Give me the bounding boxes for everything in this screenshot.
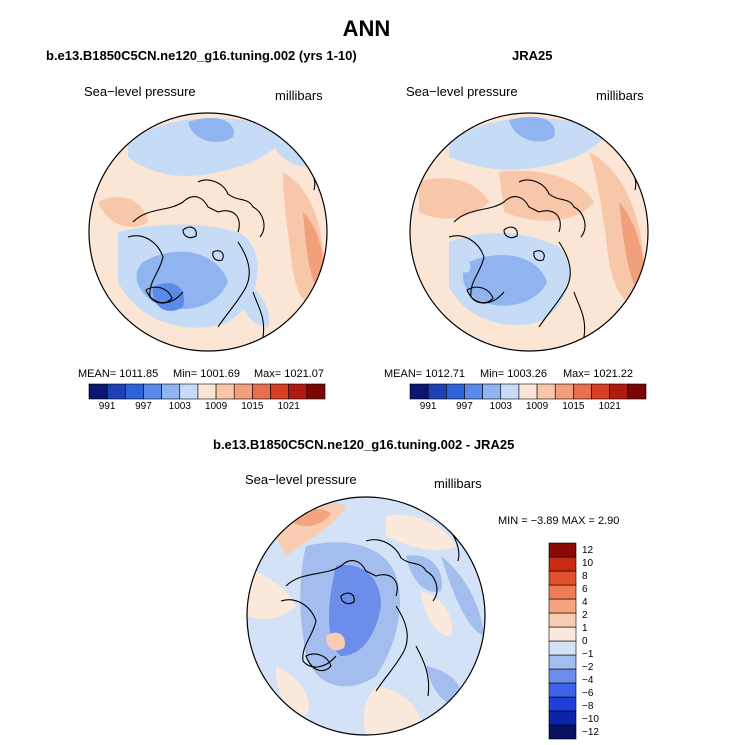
panel-1-colorbar-swatch <box>215 383 235 400</box>
panel-1-colorbar-tick-label: 1003 <box>168 401 191 412</box>
panel-3-units-label: millibars <box>434 476 482 491</box>
panel-3-colorbar-swatch <box>548 584 577 600</box>
panel-3-colorbar-tick-label: 1 <box>582 622 588 634</box>
panel-1-colorbar-swatch <box>288 383 308 400</box>
panel-3-colorbar-tick-label: 2 <box>582 609 588 621</box>
panel-3-colorbar-ticks: 12 10 8 6 4 2 1 0 −1 −2 −4 −6 −8 −10 −12 <box>582 543 622 739</box>
panel-2-title: JRA25 <box>512 48 553 63</box>
panel-3-colorbar-tick-label: 0 <box>582 636 588 647</box>
panel-3-colorbar-tick-label: −8 <box>582 701 594 713</box>
panel-3-colorbar-swatch <box>548 724 577 740</box>
panel-2-colorbar <box>409 383 647 400</box>
panel-1-colorbar-swatch <box>306 383 326 400</box>
panel-3-colorbar-swatch <box>548 612 577 628</box>
panel-1-variable-label: Sea−level pressure <box>84 84 196 99</box>
panel-1-colorbar-swatch <box>179 383 199 400</box>
panel-2-colorbar-tick-label: 1009 <box>525 401 549 412</box>
panel-2-colorbar-swatch <box>427 383 447 400</box>
panel-2-polar-map <box>409 112 649 352</box>
panel-2-colorbar-tick-label: 997 <box>456 401 473 412</box>
panel-3-colorbar-swatch <box>548 696 577 712</box>
panel-1-colorbar-swatch <box>106 383 126 400</box>
panel-2-colorbar-swatch <box>627 383 647 400</box>
panel-3-colorbar-swatch <box>548 640 577 656</box>
panel-3-colorbar-swatch <box>548 626 577 642</box>
panel-2-colorbar-tick-label: 1003 <box>489 401 512 412</box>
figure-title: ANN <box>342 16 391 41</box>
panel-1-polar-map <box>88 112 328 352</box>
panel-1-colorbar-swatch <box>197 383 217 400</box>
panel-3-colorbar-swatch <box>548 570 577 586</box>
panel-1-colorbar-swatch <box>252 383 271 400</box>
panel-1-colorbar-tick-label: 1015 <box>241 401 264 412</box>
panel-3-title: b.e13.B1850C5CN.ne120_g16.tuning.002 - J… <box>213 437 515 452</box>
panel-2-colorbar-tick-label: 1015 <box>562 401 585 412</box>
panel-1-colorbar <box>88 383 326 400</box>
panel-3-colorbar-swatch <box>548 668 577 684</box>
panel-3-colorbar-tick-label: −1 <box>582 649 594 661</box>
panel-3-colorbar-tick-label: 6 <box>582 583 588 595</box>
panel-3-minmax-value: MIN = −3.89 MAX = 2.90 <box>498 515 620 527</box>
panel-1-colorbar-swatch <box>233 383 253 400</box>
panel-1-mean-value: MEAN= 1011.85 <box>78 368 159 380</box>
panel-1-colorbar-tick-label: 991 <box>98 401 116 412</box>
panel-3-colorbar-tick-label: −12 <box>582 727 599 739</box>
panel-1-colorbar-tick-label: 1009 <box>204 401 228 412</box>
panel-2-colorbar-swatch <box>591 383 610 400</box>
panel-1-colorbar-tick-label: 997 <box>135 401 152 412</box>
panel-2-colorbar-swatch <box>464 383 483 400</box>
panel-2-colorbar-tick-label: 1021 <box>598 401 621 412</box>
panel-1-colorbar-tick-label: 1021 <box>277 401 300 412</box>
panel-2-colorbar-swatch <box>446 383 465 400</box>
panel-3-colorbar-swatch <box>548 556 577 572</box>
panel-2-colorbar-tick-label: 991 <box>419 401 437 412</box>
panel-2-colorbar-swatch <box>536 383 556 400</box>
panel-3-colorbar-tick-label: 8 <box>582 570 588 582</box>
panel-1-colorbar-swatch <box>143 383 162 400</box>
panel-3-colorbar-tick-label: 12 <box>582 544 594 556</box>
panel-1-max-value: Max= 1021.07 <box>254 368 325 380</box>
panel-1-colorbar-ticks: 991 997 1003 1009 1015 1021 <box>89 401 325 415</box>
panel-1-colorbar-swatch <box>125 383 144 400</box>
panel-2-colorbar-swatch <box>554 383 574 400</box>
panel-3-variable-label: Sea−level pressure <box>245 472 357 487</box>
panel-2-max-value: Max= 1021.22 <box>563 368 634 380</box>
panel-1-units-label: millibars <box>275 88 323 103</box>
panel-1-colorbar-swatch <box>161 383 181 400</box>
panel-3-colorbar-swatch <box>548 710 577 726</box>
panel-2-units-label: millibars <box>596 88 644 103</box>
panel-3-colorbar-swatch <box>548 542 577 558</box>
panel-3-colorbar <box>548 542 577 740</box>
panel-2-colorbar-ticks: 991 997 1003 1009 1015 1021 <box>410 401 646 415</box>
panel-1-title: b.e13.B1850C5CN.ne120_g16.tuning.002 (yr… <box>46 48 357 63</box>
panel-3-colorbar-tick-label: −2 <box>582 662 594 674</box>
panel-1-min-value: Min= 1001.69 <box>173 368 240 380</box>
panel-3-colorbar-tick-label: 10 <box>582 557 594 569</box>
panel-2-min-value: Min= 1003.26 <box>480 368 547 380</box>
panel-2-colorbar-swatch <box>409 383 429 400</box>
panel-2-variable-label: Sea−level pressure <box>406 84 518 99</box>
panel-2-mean-value: MEAN= 1012.71 <box>384 368 466 380</box>
panel-3-colorbar-swatch <box>548 682 577 698</box>
panel-3-polar-map <box>246 496 486 736</box>
panel-3-colorbar-tick-label: −6 <box>582 688 594 700</box>
panel-2-colorbar-swatch <box>500 383 520 400</box>
panel-2-colorbar-swatch <box>609 383 629 400</box>
panel-3-colorbar-tick-label: −4 <box>582 675 594 687</box>
panel-2-colorbar-swatch <box>482 383 502 400</box>
panel-3-colorbar-swatch <box>548 654 577 670</box>
panel-1-colorbar-swatch <box>270 383 289 400</box>
panel-3-colorbar-tick-label: 4 <box>582 596 588 608</box>
panel-1-colorbar-swatch <box>88 383 108 400</box>
panel-3-colorbar-swatch <box>548 598 577 614</box>
panel-3-colorbar-tick-label: −10 <box>582 714 599 726</box>
panel-2-colorbar-swatch <box>518 383 538 400</box>
panel-2-colorbar-swatch <box>573 383 592 400</box>
